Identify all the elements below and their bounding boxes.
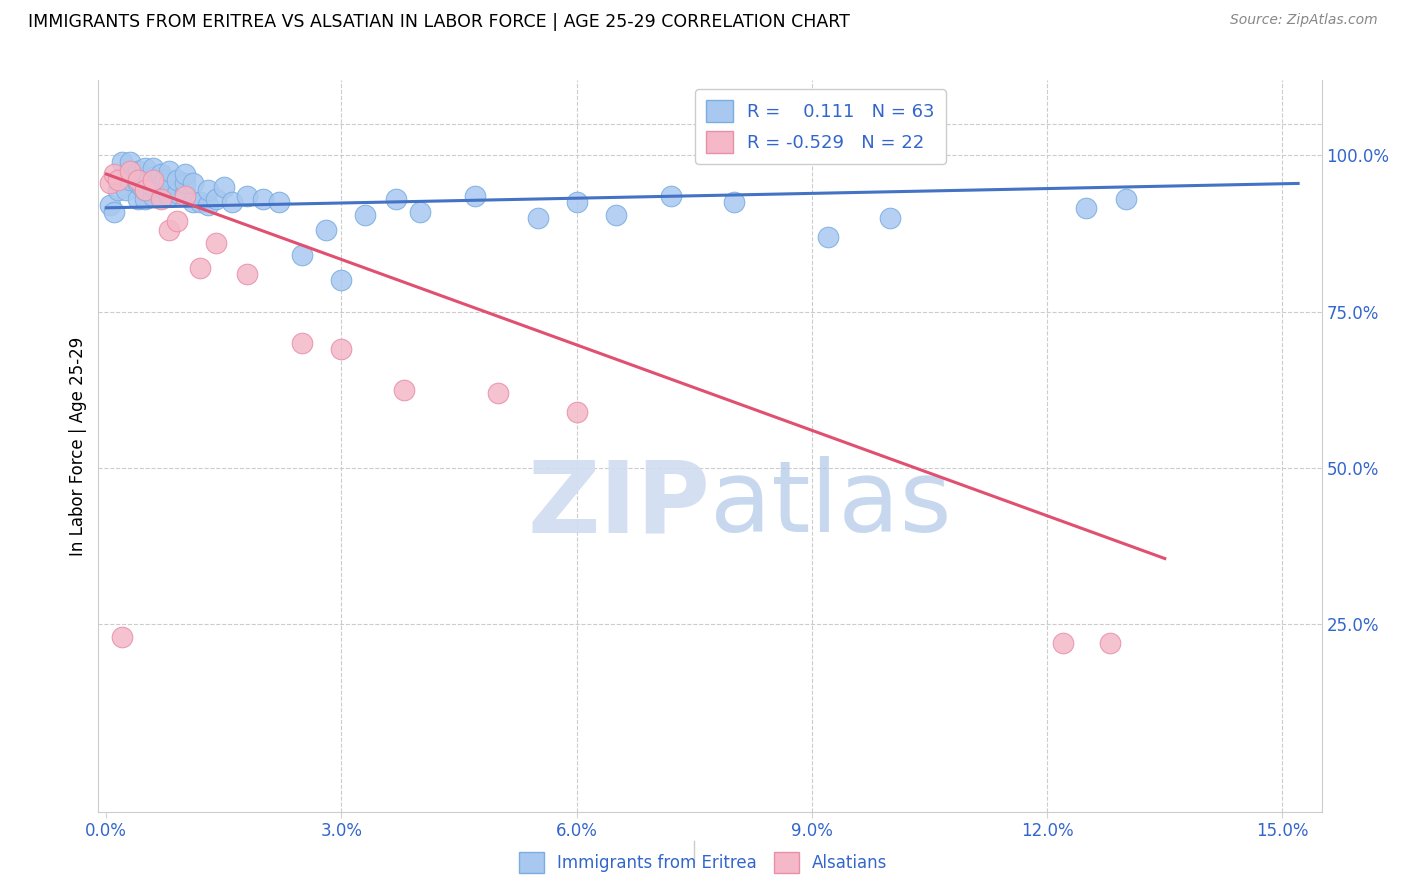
Point [817, 229, 839, 244]
Point [188, 260, 212, 275]
Point [150, 167, 173, 181]
Point [330, 342, 353, 356]
Point [153, 173, 176, 187]
Point [565, 195, 588, 210]
Point [157, 164, 180, 178]
Point [409, 204, 432, 219]
Point [138, 173, 160, 187]
Point [267, 195, 290, 210]
Point [236, 267, 259, 281]
Point [118, 154, 141, 169]
Point [173, 177, 195, 191]
Text: IMMIGRANTS FROM ERITREA VS ALSATIAN IN LABOR FORCE | AGE 25-29 CORRELATION CHART: IMMIGRANTS FROM ERITREA VS ALSATIAN IN L… [28, 13, 851, 31]
Point [103, 204, 125, 219]
Point [188, 195, 212, 210]
Point [127, 192, 149, 206]
Point [122, 170, 145, 185]
Point [127, 173, 149, 187]
Point [142, 189, 165, 203]
Point [142, 170, 165, 185]
Point [127, 177, 149, 191]
Point [157, 223, 180, 237]
Point [111, 154, 134, 169]
Point [1076, 202, 1098, 216]
Point [134, 183, 156, 197]
Point [879, 211, 901, 225]
Point [565, 404, 588, 418]
Point [150, 192, 173, 206]
Point [392, 383, 416, 397]
Point [150, 179, 173, 194]
Point [173, 167, 195, 181]
Point [723, 195, 745, 210]
Point [166, 173, 188, 187]
Point [252, 192, 274, 206]
Point [111, 630, 134, 644]
Point [173, 186, 195, 200]
Point [118, 173, 141, 187]
Point [98, 177, 121, 191]
Point [181, 195, 204, 210]
Point [131, 179, 153, 194]
Point [236, 189, 259, 203]
Legend: Immigrants from Eritrea, Alsatians: Immigrants from Eritrea, Alsatians [512, 846, 894, 880]
Point [150, 189, 173, 203]
Point [127, 164, 149, 178]
Point [291, 335, 314, 350]
Point [166, 214, 188, 228]
Point [111, 170, 134, 185]
Point [464, 189, 486, 203]
Point [605, 208, 627, 222]
Point [134, 183, 156, 197]
Point [98, 198, 121, 212]
Point [118, 164, 141, 178]
Point [1052, 636, 1074, 650]
Point [166, 186, 188, 200]
Point [212, 179, 235, 194]
Point [221, 195, 243, 210]
Point [205, 192, 228, 206]
Point [142, 161, 165, 175]
Point [659, 189, 682, 203]
Point [354, 208, 377, 222]
Point [291, 248, 314, 262]
Point [142, 173, 165, 187]
Text: Source: ZipAtlas.com: Source: ZipAtlas.com [1230, 13, 1378, 28]
Point [385, 192, 408, 206]
Point [134, 170, 156, 185]
Point [107, 173, 129, 187]
Point [142, 179, 165, 194]
Point [146, 177, 169, 191]
Point [181, 177, 204, 191]
Point [118, 164, 141, 178]
Point [205, 235, 228, 250]
Point [197, 198, 219, 212]
Point [173, 189, 195, 203]
Point [103, 167, 125, 181]
Text: atlas: atlas [710, 456, 952, 553]
Point [107, 183, 129, 197]
Point [526, 211, 548, 225]
Text: ZIP: ZIP [527, 456, 710, 553]
Point [134, 161, 156, 175]
Point [134, 192, 156, 206]
Point [157, 189, 180, 203]
Y-axis label: In Labor Force | Age 25-29: In Labor Force | Age 25-29 [69, 336, 87, 556]
Point [115, 183, 138, 197]
Point [330, 273, 353, 287]
Point [486, 385, 509, 400]
Legend: R =    0.111   N = 63, R = -0.529   N = 22: R = 0.111 N = 63, R = -0.529 N = 22 [695, 89, 946, 164]
Point [315, 223, 337, 237]
Point [157, 177, 180, 191]
Point [1115, 192, 1137, 206]
Point [197, 183, 219, 197]
Point [1098, 636, 1121, 650]
